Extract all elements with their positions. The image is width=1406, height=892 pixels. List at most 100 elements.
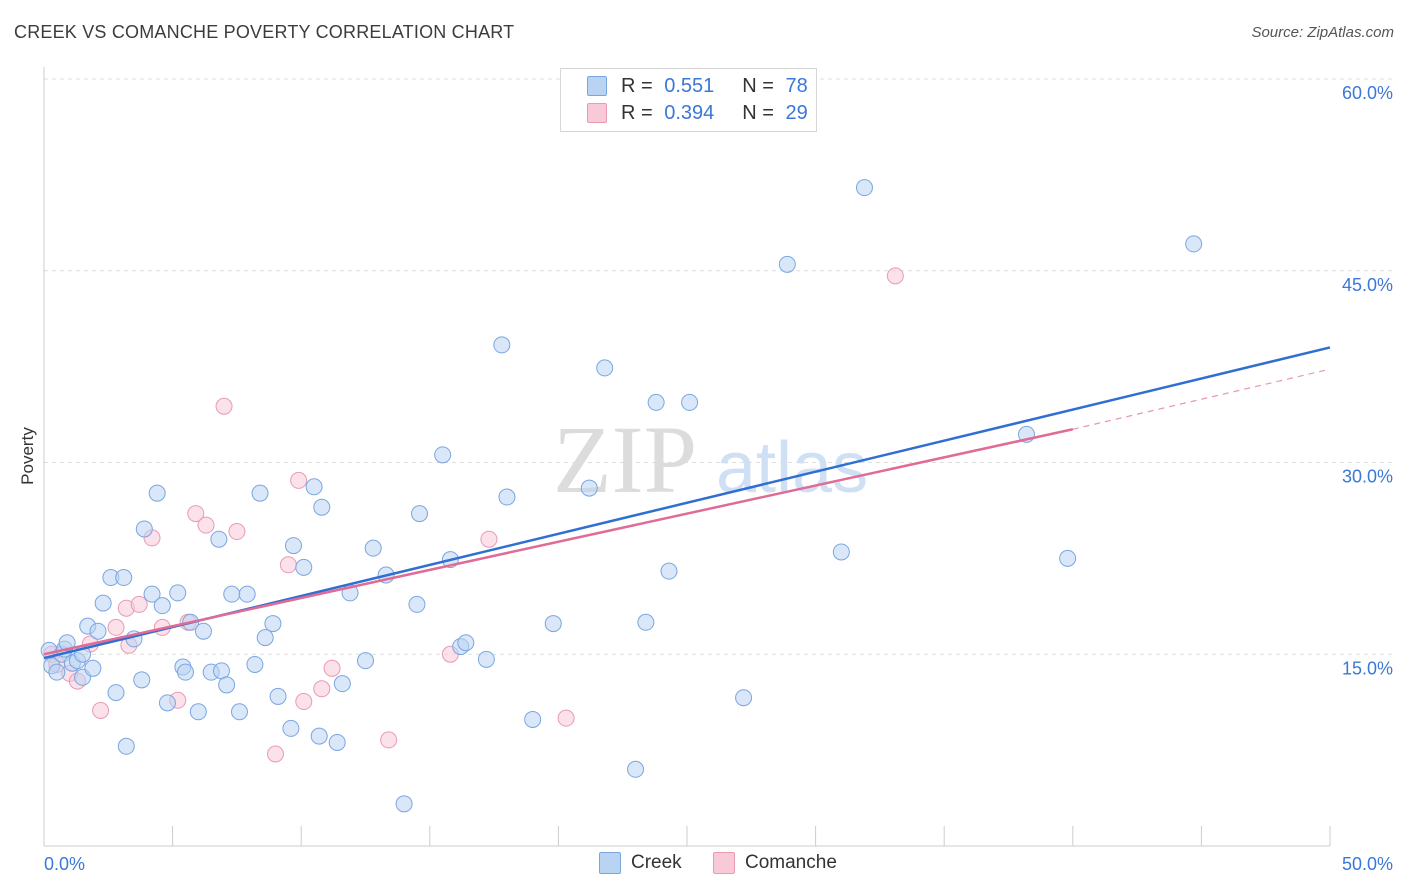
creek-point (264, 615, 282, 633)
bottom-legend-creek-label: Creek (631, 852, 682, 873)
legend-row-creek: R = 0.551 N = 78 (587, 75, 808, 97)
creek-point (855, 179, 873, 197)
x-tick-label: 50.0% (1342, 854, 1393, 874)
x-tick-label: 0.0% (44, 854, 85, 874)
creek-point (647, 393, 665, 411)
creek-point (256, 629, 274, 647)
creek-point (310, 727, 328, 745)
legend-n-label: N = (742, 101, 774, 124)
comanche-point (266, 745, 284, 763)
comanche-point (557, 709, 575, 727)
creek-point (778, 255, 796, 273)
bottom-legend-comanche-label: Comanche (745, 852, 837, 873)
creek-point (681, 393, 699, 411)
comanche-point (290, 471, 308, 489)
creek-point (457, 634, 475, 652)
legend-r-value: 0.551 (664, 74, 715, 97)
comanche-swatch (587, 103, 607, 123)
creek-point (189, 703, 207, 721)
comanche-point (92, 701, 110, 719)
creek-point (194, 622, 212, 640)
y-tick-label: 60.0% (1342, 83, 1393, 103)
creek-point (544, 615, 562, 633)
comanche-point (380, 731, 398, 749)
legend-n-label: N = (742, 74, 774, 97)
trend-lines (43, 346, 1331, 660)
creek-swatch (599, 852, 621, 874)
creek-point (411, 505, 429, 523)
creek-point (143, 585, 161, 603)
chart-title: CREEK VS COMANCHE POVERTY CORRELATION CH… (14, 22, 515, 42)
y-tick-label: 30.0% (1342, 467, 1393, 487)
creek-point (357, 652, 374, 670)
comanche-point (323, 659, 341, 677)
legend-n-value: 78 (785, 74, 808, 97)
creek-point (238, 585, 256, 603)
watermark-zip: ZIP (553, 406, 697, 513)
creek-point (364, 539, 382, 557)
creek-point (395, 795, 413, 813)
creek-point (627, 760, 645, 778)
creek-point (313, 498, 331, 516)
creek-point (84, 659, 102, 677)
creek-point (498, 488, 516, 506)
creek-point (477, 650, 495, 668)
y-axis-label: Poverty (18, 427, 37, 485)
axes (43, 67, 1331, 847)
comanche-point (215, 397, 233, 415)
legend-r-label: R = (621, 101, 653, 124)
y-tick-label: 15.0% (1342, 658, 1393, 678)
comanche-point (279, 556, 297, 574)
comanche-trend-extension (1072, 368, 1331, 430)
comanche-trend-line (43, 428, 1074, 656)
creek-point (246, 655, 264, 673)
comanche-point (313, 680, 331, 698)
creek-point (524, 710, 542, 728)
creek-point (305, 478, 323, 496)
watermark: ZIP atlas (553, 406, 868, 513)
comanche-swatch (713, 852, 735, 874)
comanche-point (886, 267, 904, 285)
y-tick-label: 45.0% (1342, 275, 1393, 295)
creek-point (284, 537, 302, 555)
comanche-point (187, 505, 205, 523)
creek-point (1185, 235, 1203, 253)
creek-point (333, 675, 351, 693)
creek-point (434, 446, 452, 464)
bottom-legend-comanche: Comanche (713, 852, 837, 874)
comanche-points (43, 267, 904, 763)
creek-point (735, 689, 753, 707)
comanche-point (480, 530, 498, 548)
creek-point (1059, 549, 1077, 567)
creek-point (48, 663, 66, 681)
creek-point (107, 684, 125, 702)
creek-point (148, 484, 166, 502)
creek-point (660, 562, 678, 580)
legend-row-comanche: R = 0.394 N = 29 (587, 102, 808, 124)
comanche-point (130, 595, 148, 613)
creek-point (135, 520, 153, 538)
creek-point (58, 634, 76, 652)
creek-point (282, 719, 300, 737)
creek-point (133, 671, 151, 689)
creek-swatch (587, 76, 607, 96)
tick-labels: 15.0% 30.0% 45.0% 60.0% 0.0% 50.0% Poverty (18, 83, 1393, 874)
creek-point (210, 530, 228, 548)
creek-point (223, 585, 241, 603)
creek-point (230, 703, 248, 721)
creek-point (832, 543, 850, 561)
creek-point (158, 694, 176, 712)
creek-point (408, 595, 426, 613)
stats-legend: R = 0.551 N = 78 R = 0.394 N = 29 (560, 68, 817, 132)
creek-point (493, 336, 511, 354)
watermark-atlas: atlas (716, 428, 868, 508)
bottom-legend-creek: Creek (599, 852, 682, 874)
grid-lines (44, 78, 1394, 655)
creek-point (115, 569, 133, 587)
creek-point (89, 622, 107, 640)
comanche-point (107, 618, 125, 636)
creek-point (580, 479, 598, 497)
creek-point (176, 663, 194, 681)
creek-point (295, 558, 313, 576)
